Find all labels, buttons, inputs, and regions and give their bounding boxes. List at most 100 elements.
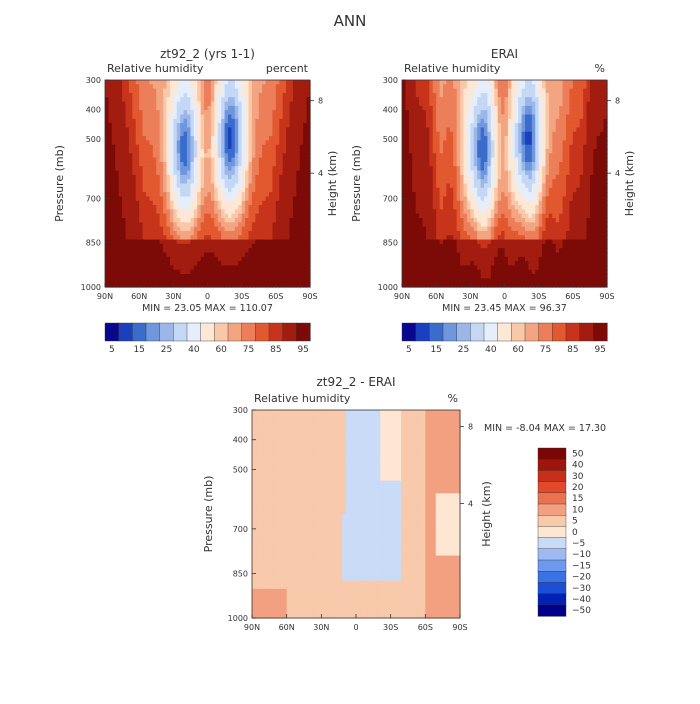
- heatmap-cell: [423, 166, 427, 171]
- heatmap-cell: [597, 136, 601, 141]
- heatmap-cell: [143, 192, 147, 197]
- heatmap-cell: [429, 80, 433, 85]
- heatmap-cell: [153, 97, 157, 102]
- heatmap-cell: [177, 278, 181, 283]
- heatmap-cell: [187, 227, 191, 232]
- heatmap-cell: [412, 201, 416, 206]
- heatmap-cell: [214, 119, 218, 124]
- heatmap-cell: [115, 179, 119, 184]
- heatmap-cell: [419, 218, 423, 223]
- heatmap-cell: [112, 188, 116, 193]
- heatmap-cell: [566, 218, 570, 223]
- heatmap-cell: [515, 166, 519, 171]
- heatmap-cell: [276, 192, 280, 197]
- heatmap-cell: [532, 127, 536, 132]
- heatmap-cell: [136, 162, 140, 167]
- heatmap-cell: [494, 214, 498, 219]
- heatmap-cell: [296, 235, 300, 240]
- heatmap-cell: [409, 227, 413, 232]
- heatmap-cell: [484, 106, 488, 111]
- heatmap-cell: [290, 93, 294, 98]
- heatmap-cell: [235, 188, 239, 193]
- heatmap-cell: [481, 162, 485, 167]
- heatmap-cell: [460, 209, 464, 214]
- heatmap-cell: [259, 123, 263, 128]
- heatmap-cell: [184, 209, 188, 214]
- heatmap-cell: [402, 192, 406, 197]
- heatmap-cell: [249, 93, 253, 98]
- heatmap-cell: [235, 218, 239, 223]
- heatmap-cell: [494, 106, 498, 111]
- heatmap-cell: [597, 201, 601, 206]
- heatmap-cell: [214, 278, 218, 283]
- heatmap-cell: [279, 171, 283, 176]
- heatmap-cell: [511, 201, 515, 206]
- heatmap-cell: [491, 214, 495, 219]
- heatmap-cell: [197, 179, 201, 184]
- heatmap-cell: [184, 158, 188, 163]
- heatmap-cell: [238, 110, 242, 115]
- heatmap-cell: [163, 253, 167, 258]
- heatmap-cell: [556, 136, 560, 141]
- heatmap-cell: [228, 80, 232, 85]
- heatmap-cell: [429, 119, 433, 124]
- heatmap-cell: [153, 214, 157, 219]
- heatmap-cell: [597, 149, 601, 154]
- heatmap-cell: [214, 171, 218, 176]
- heatmap-cell: [286, 184, 290, 189]
- heatmap-cell: [525, 171, 529, 176]
- heatmap-cell: [412, 222, 416, 227]
- heatmap-cell: [290, 192, 294, 197]
- heatmap-cell: [143, 278, 147, 283]
- heatmap-cell: [419, 192, 423, 197]
- heatmap-cell: [491, 153, 495, 158]
- heatmap-cell: [402, 80, 406, 85]
- heatmap-cell: [429, 201, 433, 206]
- heatmap-cell: [204, 106, 208, 111]
- heatmap-cell: [204, 244, 208, 249]
- heatmap-cell: [259, 214, 263, 219]
- heatmap-cell: [177, 132, 181, 137]
- heatmap-cell: [208, 248, 212, 253]
- heatmap-cell: [522, 136, 526, 141]
- heatmap-cell: [266, 93, 270, 98]
- heatmap-cell: [245, 205, 249, 210]
- heatmap-cell: [184, 106, 188, 111]
- heatmap-cell: [481, 132, 485, 137]
- heatmap-cell: [122, 89, 126, 94]
- heatmap-cell: [187, 80, 191, 85]
- heatmap-cell: [419, 171, 423, 176]
- heatmap-cell: [593, 115, 597, 120]
- heatmap-cell: [423, 175, 427, 180]
- heatmap-cell: [245, 222, 249, 227]
- heatmap-cell: [279, 214, 283, 219]
- heatmap-cell: [535, 196, 539, 201]
- heatmap-cell: [266, 89, 270, 94]
- heatmap-cell: [225, 153, 229, 158]
- heatmap-cell: [214, 179, 218, 184]
- heatmap-cell: [276, 84, 280, 89]
- heatmap-cell: [402, 127, 406, 132]
- heatmap-cell: [177, 192, 181, 197]
- heatmap-cell: [556, 89, 560, 94]
- heatmap-cell: [279, 127, 283, 132]
- y2-tick-label: 8: [318, 97, 323, 106]
- heatmap-cell: [146, 136, 150, 141]
- heatmap-cell: [593, 132, 597, 137]
- heatmap-cell: [204, 84, 208, 89]
- heatmap-cell: [249, 179, 253, 184]
- heatmap-cell: [167, 192, 171, 197]
- heatmap-cell: [412, 166, 416, 171]
- heatmap-cell: [522, 192, 526, 197]
- heatmap-cell: [218, 106, 222, 111]
- heatmap-cell: [552, 149, 556, 154]
- heatmap-cell: [290, 80, 294, 85]
- heatmap-cell: [552, 102, 556, 107]
- heatmap-cell: [402, 214, 406, 219]
- heatmap-cell: [255, 97, 259, 102]
- heatmap-cell: [146, 244, 150, 249]
- heatmap-cell: [286, 149, 290, 154]
- heatmap-cell: [276, 278, 280, 283]
- heatmap-cell: [501, 222, 505, 227]
- heatmap-cell: [153, 110, 157, 115]
